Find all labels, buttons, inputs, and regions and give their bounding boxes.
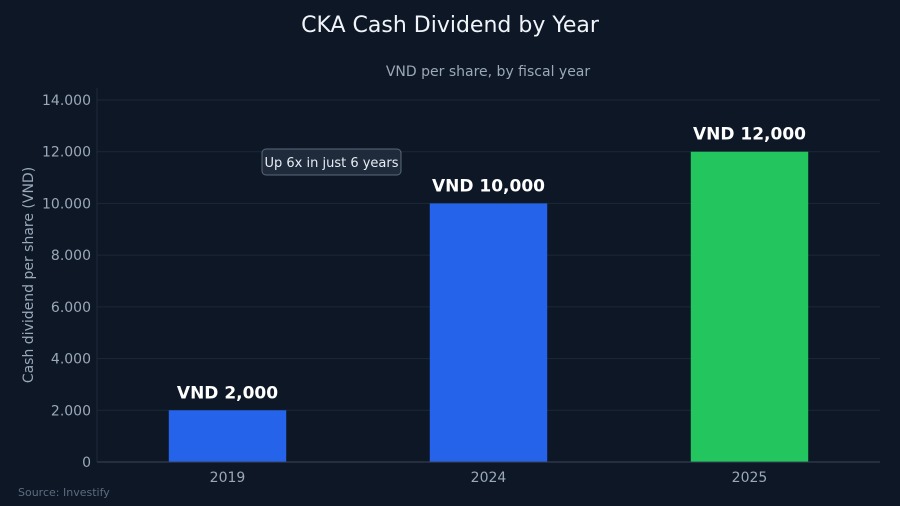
y-tick-label: 14.000	[42, 93, 91, 109]
bar-data-label: VND 10,000	[432, 176, 545, 196]
chart-title: CKA Cash Dividend by Year	[301, 13, 600, 38]
y-axis-label: Cash dividend per share (VND)	[21, 167, 37, 383]
bar-2019	[168, 410, 287, 462]
y-axis-ticks: 0 2.000 4.000 6.000 8.000 10.000 12.000 14.000	[42, 93, 91, 471]
x-tick-label: 2019	[210, 470, 246, 486]
x-axis-ticks: 2019 2024 2025	[210, 470, 768, 486]
bar-2024	[429, 203, 548, 462]
annotation-box	[261, 148, 402, 176]
y-tick-label: 4.000	[51, 352, 91, 368]
bars	[168, 151, 809, 462]
y-tick-label: 10.000	[42, 196, 91, 212]
bar-2025	[690, 151, 809, 462]
bar-data-label: VND 2,000	[177, 383, 278, 403]
y-tick-label: 2.000	[51, 403, 91, 419]
bar-data-label: VND 12,000	[693, 125, 806, 145]
annotation-text: Up 6x in just 6 years	[264, 156, 398, 171]
annotation: Up 6x in just 6 years	[261, 148, 402, 176]
y-tick-label: 6.000	[51, 300, 91, 316]
chart-subtitle: VND per share, by fiscal year	[386, 64, 591, 80]
y-tick-label: 12.000	[42, 145, 91, 161]
source-note: Source: Investify	[18, 486, 110, 499]
y-tick-label: 0	[82, 455, 91, 471]
x-tick-label: 2025	[732, 470, 768, 486]
x-tick-label: 2024	[471, 470, 507, 486]
y-tick-label: 8.000	[51, 248, 91, 264]
bar-labels: VND 2,000 VND 10,000 VND 12,000	[177, 125, 806, 404]
